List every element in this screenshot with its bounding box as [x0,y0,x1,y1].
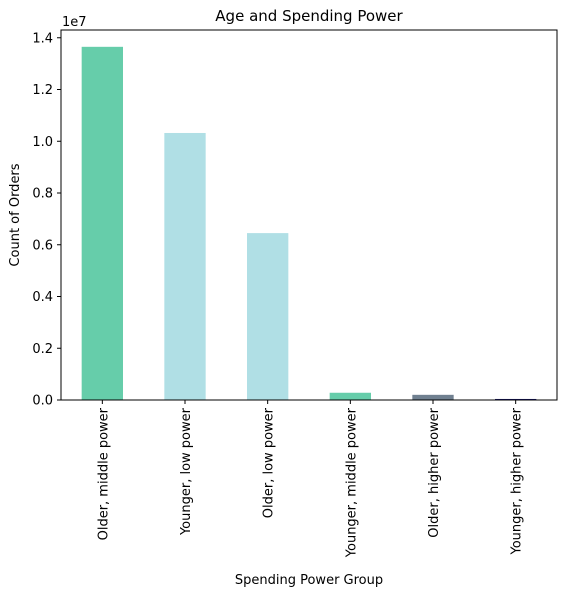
y-tick-label-0: 0.0 [32,394,53,409]
bars [81,46,537,401]
bar-2 [247,233,289,400]
y-axis-label: Count of Orders [8,163,23,266]
x-axis-label: Spending Power Group [235,573,383,588]
y-tick-label-6: 1.2 [32,83,53,98]
bar-1 [164,132,206,401]
x-tick-label-4: Older, higher power [427,407,442,537]
bar-4 [412,394,454,400]
x-tick-label-1: Younger, low power [179,407,194,536]
y-axis: 0.0 0.2 0.4 0.6 0.8 1.0 1.2 1.4 [32,31,61,409]
x-tick-label-3: Younger, middle power [344,407,359,558]
x-tick-label-5: Younger, higher power [510,407,525,555]
y-tick-label-3: 0.6 [32,238,53,253]
y-tick-label-7: 1.4 [32,31,53,46]
bar-0 [81,46,123,401]
bar-5 [495,398,537,400]
chart-title: Age and Spending Power [215,7,403,25]
y-tick-label-4: 0.8 [32,187,53,202]
x-tick-label-2: Older, low power [262,407,277,518]
bar-3 [329,392,371,400]
y-tick-label-5: 1.0 [32,135,53,150]
x-tick-label-0: Older, middle power [96,407,111,540]
y-tick-label-2: 0.4 [32,290,53,305]
x-axis: Older, middle power Younger, low power Old… [96,400,525,558]
plot-frame [60,29,558,401]
y-tick-label-1: 0.2 [32,342,53,357]
y-axis-offset-label: 1e7 [62,15,87,30]
